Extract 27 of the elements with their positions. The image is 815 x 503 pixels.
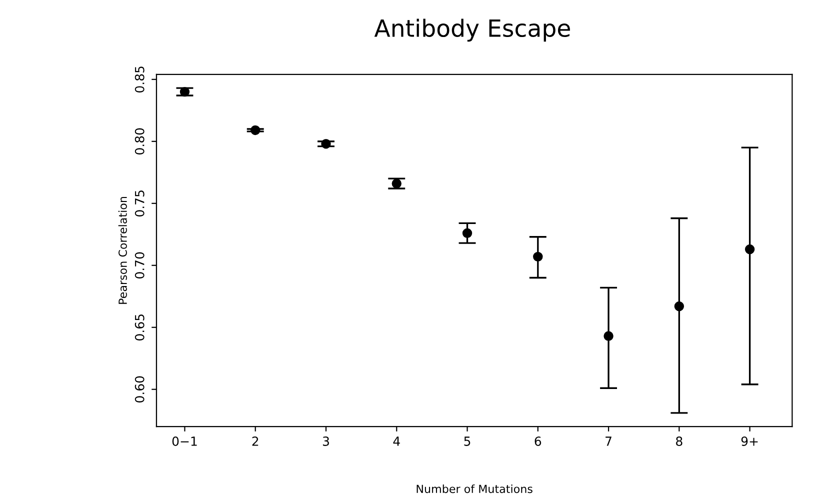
- y-tick-label: 0.60: [134, 376, 144, 402]
- point: [744, 244, 755, 254]
- point: [250, 125, 260, 136]
- x-tick-label: 8: [676, 436, 682, 446]
- x-tick-label: 3: [322, 436, 329, 446]
- y-tick-label: 0.75: [134, 190, 144, 216]
- y-axis-title: Pearson Correlation: [118, 196, 127, 304]
- x-tick-label: 5: [464, 436, 470, 446]
- y-tick-label: 0.65: [134, 314, 144, 340]
- point: [533, 252, 543, 262]
- x-tick-label: 4: [393, 436, 400, 446]
- y-tick-label: 0.85: [134, 66, 144, 92]
- x-tick-label: 9+: [741, 436, 758, 446]
- x-tick-label: 0−1: [172, 436, 197, 446]
- point: [321, 139, 331, 149]
- x-tick-label: 7: [606, 436, 612, 446]
- point: [462, 228, 472, 238]
- point: [392, 178, 402, 188]
- x-tick-label: 2: [252, 436, 258, 446]
- y-tick-label: 0.70: [134, 252, 144, 278]
- point: [674, 301, 684, 312]
- point: [180, 86, 190, 97]
- chart-title: Antibody Escape: [374, 18, 570, 42]
- x-axis-title: Number of Mutations: [416, 484, 532, 494]
- point: [604, 331, 614, 341]
- y-tick-label: 0.80: [134, 128, 144, 154]
- x-tick-label: 6: [534, 436, 542, 446]
